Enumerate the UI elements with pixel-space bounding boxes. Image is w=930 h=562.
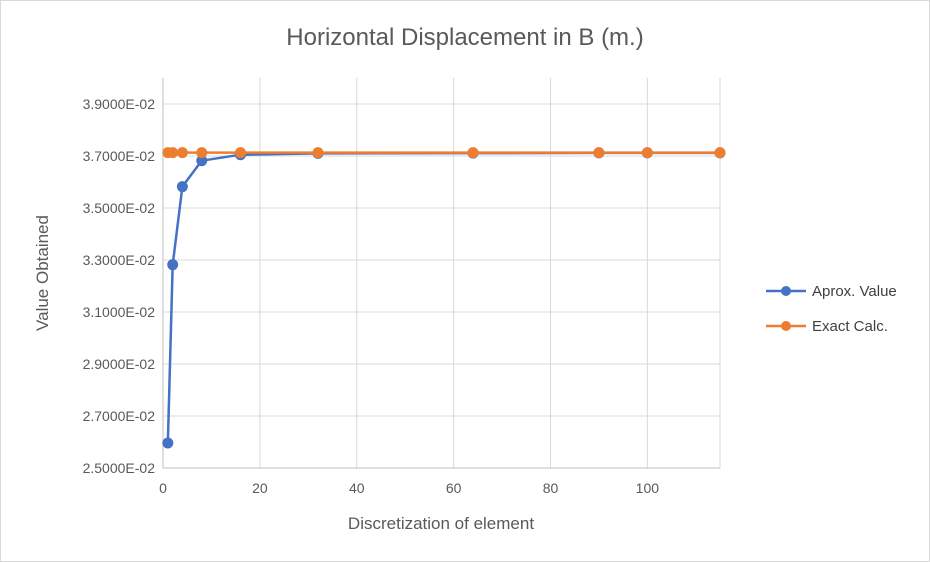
- data-point: [176, 181, 188, 193]
- legend: Aprox. Value Exact Calc.: [766, 283, 897, 335]
- tick-labels: 2.5000E-02 2.7000E-02 2.9000E-02 3.1000E-02…: [83, 96, 660, 496]
- legend-label: Exact Calc.: [812, 318, 888, 335]
- y-tick-label: 2.5000E-02: [83, 460, 156, 476]
- y-tick-label: 3.9000E-02: [83, 96, 156, 112]
- data-point: [234, 147, 246, 159]
- data-point: [196, 147, 208, 159]
- grid: [163, 78, 721, 468]
- x-axis-title: Discretization of element: [348, 514, 534, 533]
- data-point: [641, 147, 653, 159]
- data-point: [162, 437, 174, 449]
- data-point: [167, 147, 179, 159]
- x-tick-label: 60: [446, 480, 462, 496]
- legend-marker: [781, 286, 791, 296]
- legend-marker: [781, 321, 791, 331]
- x-tick-label: 80: [543, 480, 559, 496]
- series-line: [166, 151, 720, 444]
- y-tick-label: 2.9000E-02: [83, 356, 156, 372]
- x-tick-label: 100: [636, 480, 660, 496]
- y-tick-label: 3.5000E-02: [83, 200, 156, 216]
- data-point: [167, 259, 179, 271]
- y-tick-label: 3.1000E-02: [83, 304, 156, 320]
- y-axis-title: Value Obtained: [33, 215, 52, 331]
- series-layer: [162, 147, 726, 449]
- data-point: [176, 147, 188, 159]
- data-point: [714, 147, 726, 159]
- x-tick-label: 20: [252, 480, 268, 496]
- series-aprox-value: [162, 147, 726, 449]
- series-exact-calc: [162, 147, 726, 159]
- data-point: [467, 147, 479, 159]
- y-tick-label: 3.7000E-02: [83, 148, 156, 164]
- x-tick-label: 0: [159, 480, 167, 496]
- y-tick-label: 2.7000E-02: [83, 408, 156, 424]
- axes: [162, 78, 720, 469]
- legend-label: Aprox. Value: [812, 283, 897, 300]
- data-point: [312, 147, 324, 159]
- x-tick-label: 40: [349, 480, 365, 496]
- chart-title: Horizontal Displacement in B (m.): [286, 24, 643, 51]
- data-point: [593, 147, 605, 159]
- y-tick-label: 3.3000E-02: [83, 252, 156, 268]
